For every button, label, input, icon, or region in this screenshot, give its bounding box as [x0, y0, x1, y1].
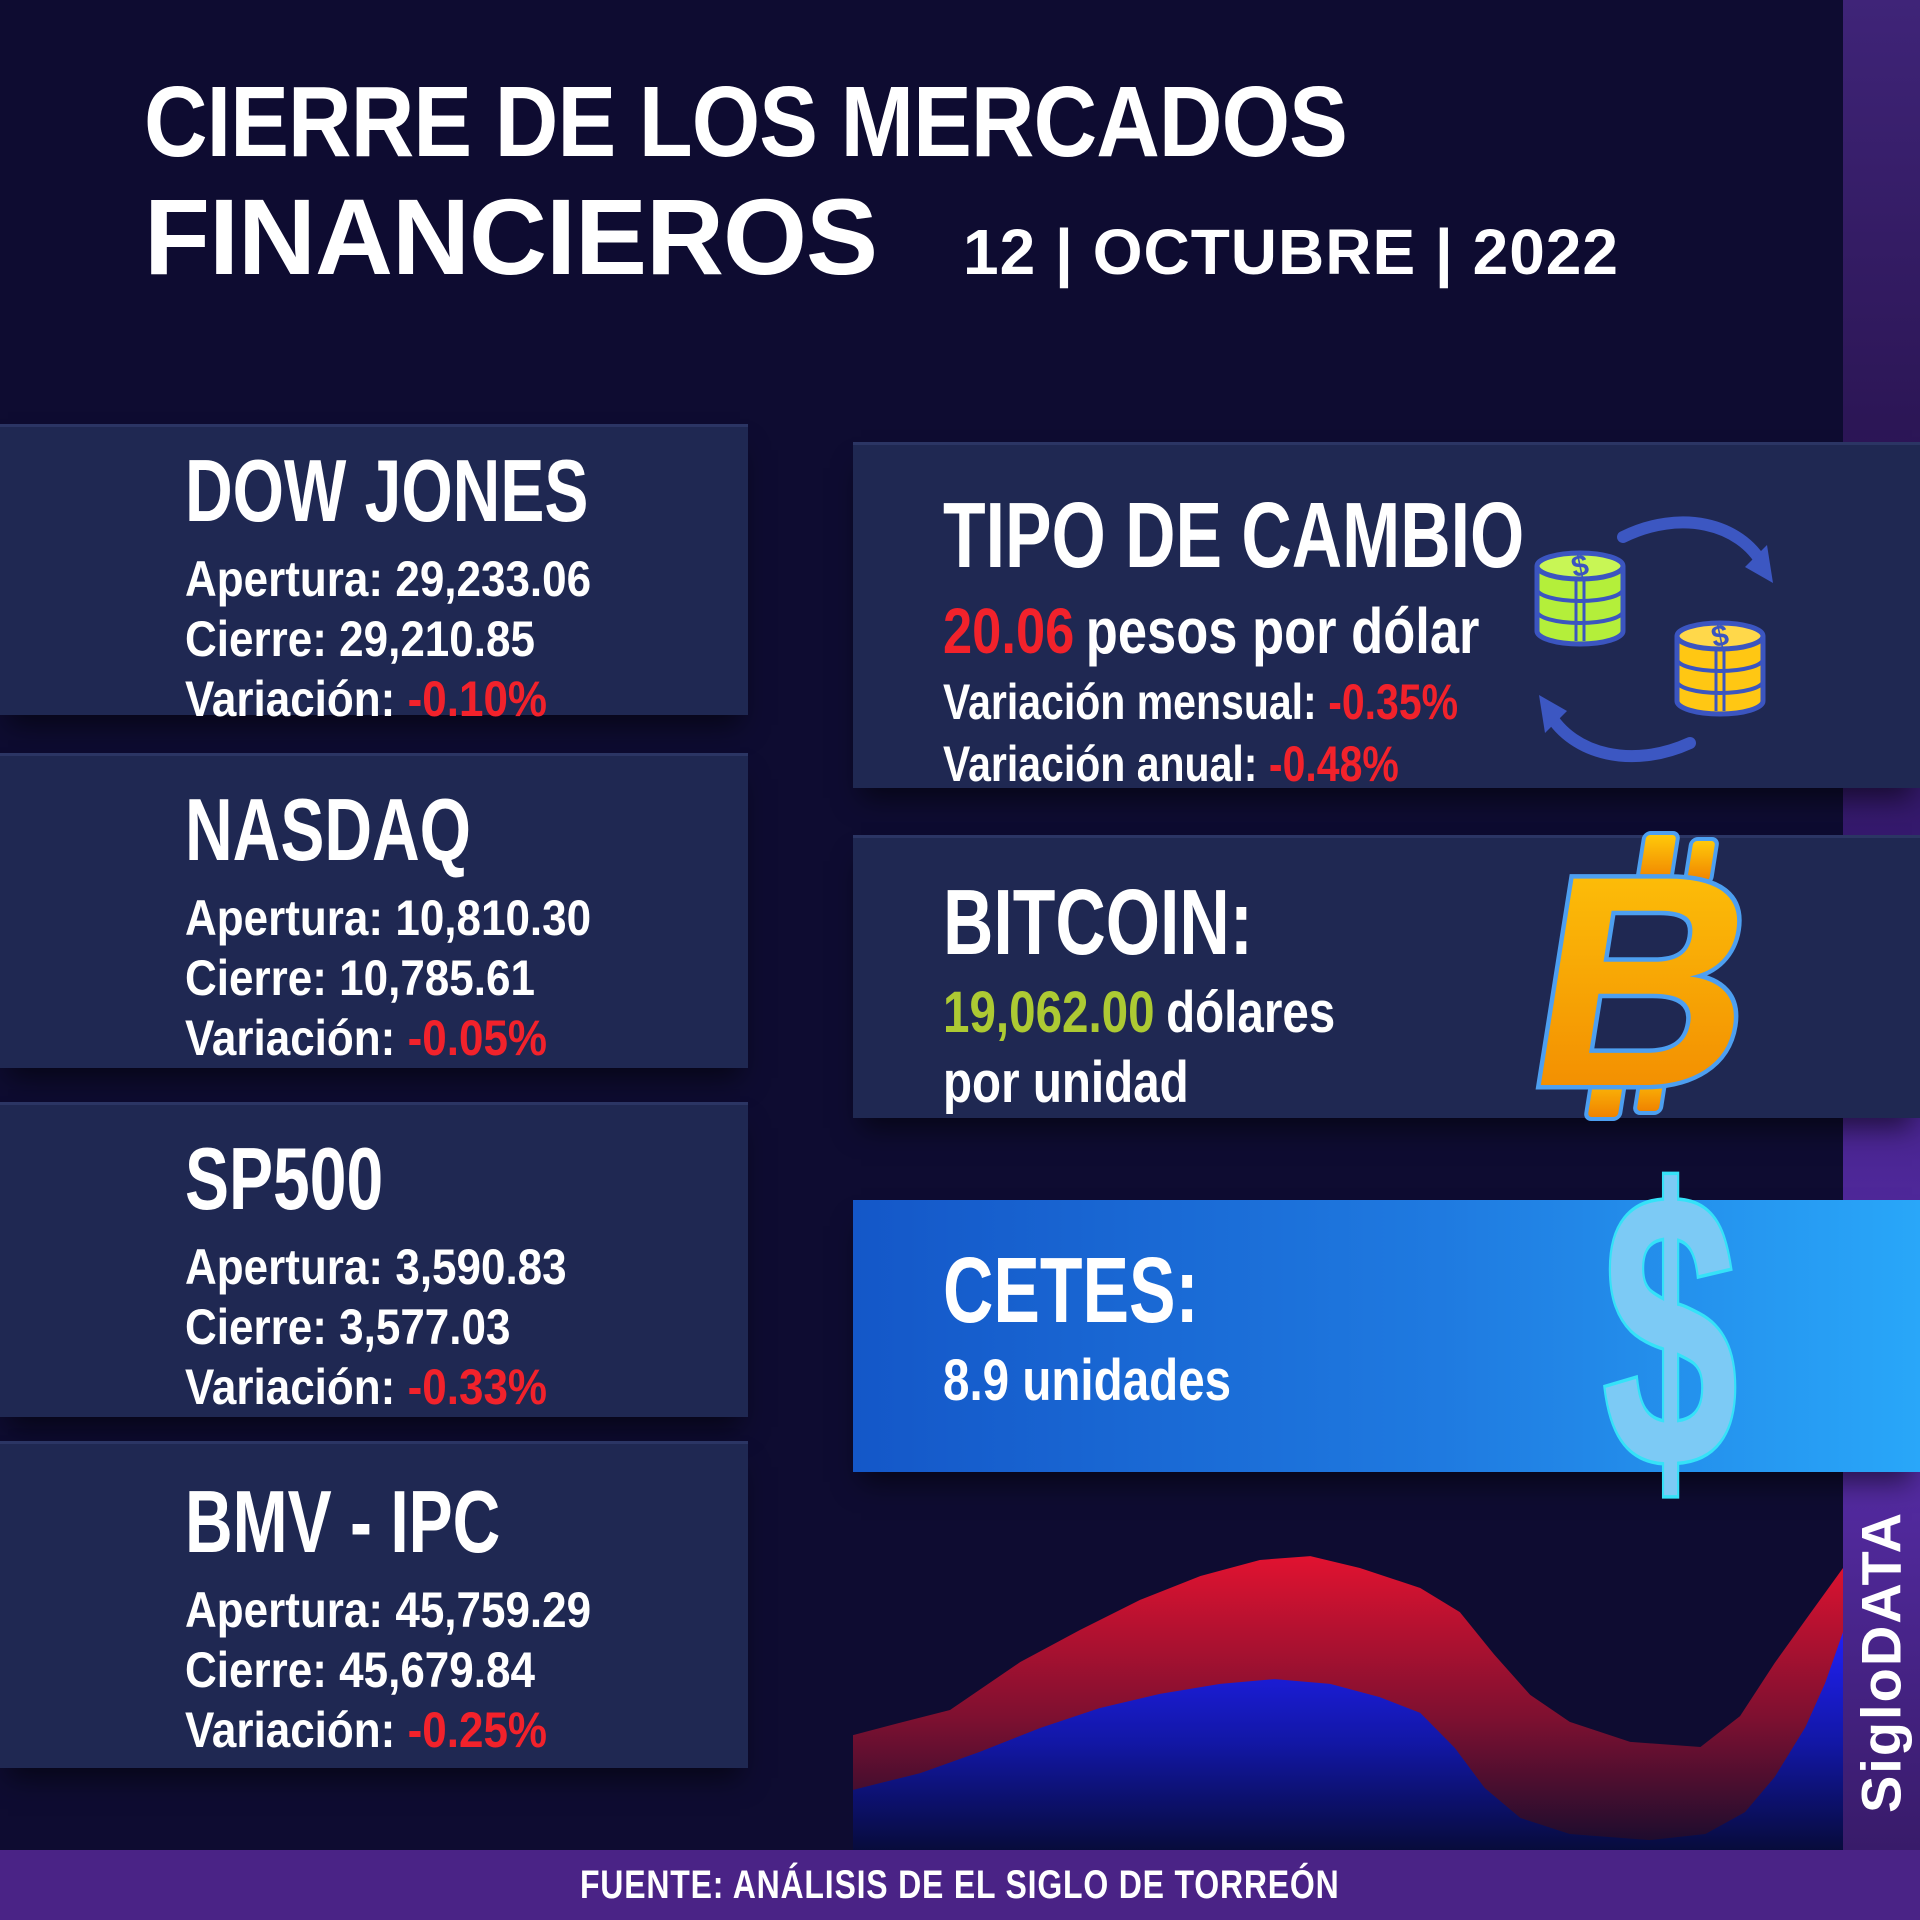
apertura-label: Apertura:: [185, 1239, 384, 1295]
variacion-row: Variación: -0.33%: [185, 1357, 748, 1417]
cierre-value: 45,679.84: [339, 1642, 535, 1698]
cierre-label: Cierre:: [185, 611, 327, 667]
market-name: SP500: [185, 1131, 748, 1227]
variacion-value: -0.25%: [407, 1702, 548, 1758]
cierre-row: Cierre: 29,210.85: [185, 609, 748, 669]
market-name-text: SP500: [185, 1129, 384, 1228]
variacion-label: Variación:: [185, 1010, 396, 1066]
brand-vertical-label: SigloDATA: [1849, 1510, 1913, 1814]
cierre-value: 3,577.03: [339, 1299, 511, 1355]
bitcoin-unit-text: por unidad: [943, 1050, 1189, 1115]
area-series-1: [853, 1632, 1843, 1852]
cetes-title-text: CETES:: [943, 1238, 1199, 1342]
apertura-row: Apertura: 29,233.06: [185, 549, 748, 609]
exchange-title: TIPO DE CAMBIO: [943, 485, 1920, 585]
exchange-rate-card: TIPO DE CAMBIO 20.06 pesos por dólar Vari…: [853, 442, 1920, 792]
variacion-label: Variación:: [185, 671, 396, 727]
variacion-label: Variación:: [185, 1359, 396, 1415]
variacion-value: -0.10%: [407, 671, 548, 727]
svg-text:$: $: [1709, 619, 1732, 655]
apertura-label: Apertura:: [185, 551, 384, 607]
cetes-value-text: 8.9 unidades: [943, 1348, 1232, 1413]
cetes-card: CETES: 8.9 unidades: [853, 1200, 1920, 1472]
bitcoin-title: BITCOIN:: [943, 872, 1920, 972]
exchange-rate-row: 20.06 pesos por dólar: [943, 591, 1920, 671]
exchange-monthly-row: Variación mensual: -0.35%: [943, 671, 1920, 733]
market-name-text: DOW JONES: [185, 441, 589, 540]
title-line-2-row: FINANCIEROS 12 | OCTUBRE | 2022: [144, 178, 1619, 296]
apertura-value: 10,810.30: [395, 890, 592, 946]
coin-stack-green: $: [1534, 549, 1626, 647]
exchange-arrow-bottom: [1543, 707, 1696, 763]
cierre-row: Cierre: 10,785.61: [185, 948, 748, 1008]
market-name: DOW JONES: [185, 443, 748, 539]
variacion-value: -0.05%: [407, 1010, 548, 1066]
apertura-label: Apertura:: [185, 890, 384, 946]
title-line-1-text: CIERRE DE LOS MERCADOS: [144, 66, 1348, 178]
variacion-value: -0.33%: [407, 1359, 548, 1415]
title-line-2: FINANCIEROS: [144, 176, 878, 297]
annual-label: Variación anual:: [943, 736, 1258, 792]
variacion-row: Variación: -0.05%: [185, 1008, 748, 1068]
cierre-row: Cierre: 45,679.84: [185, 1640, 748, 1700]
variacion-row: Variación: -0.10%: [185, 669, 748, 729]
cetes-value-row: 8.9 unidades: [943, 1346, 1920, 1416]
cierre-label: Cierre:: [185, 1299, 327, 1355]
apertura-row: Apertura: 10,810.30: [185, 888, 748, 948]
market-trend-area-chart: [853, 1556, 1843, 1852]
market-card-nasdaq: NASDAQ Apertura: 10,810.30 Cierre: 10,785.…: [0, 753, 748, 1068]
apertura-value: 45,759.29: [395, 1582, 592, 1638]
cierre-value: 10,785.61: [339, 950, 535, 1006]
footer-bar: FUENTE: ANÁLISIS DE EL SIGLO DE TORREÓN: [0, 1850, 1920, 1920]
market-card-dow-jones: DOW JONES Apertura: 29,233.06 Cierre: 29,2…: [0, 424, 748, 727]
svg-text:B: B: [1511, 814, 1781, 1149]
apertura-value: 3,590.83: [395, 1239, 567, 1295]
bitcoin-price-value: 19,062.00: [943, 980, 1155, 1045]
exchange-rate-suffix: pesos por dólar: [1085, 595, 1480, 667]
page-title: CIERRE DE LOS MERCADOS FINANCIEROS 12 | …: [144, 66, 1619, 296]
cierre-row: Cierre: 3,577.03: [185, 1297, 748, 1357]
exchange-annual-row: Variación anual: -0.48%: [943, 733, 1920, 795]
bitcoin-icon: B: [1506, 809, 1785, 1153]
bitcoin-unit-row: por unidad: [943, 1048, 1920, 1118]
apertura-row: Apertura: 45,759.29: [185, 1580, 748, 1640]
exchange-title-text: TIPO DE CAMBIO: [943, 483, 1525, 587]
exchange-arrow-top-head: [1745, 545, 1773, 583]
market-name-text: BMV - IPC: [185, 1472, 501, 1571]
apertura-label: Apertura:: [185, 1582, 384, 1638]
market-name: BMV - IPC: [185, 1474, 748, 1570]
bitcoin-title-text: BITCOIN:: [943, 870, 1253, 974]
monthly-label: Variación mensual:: [943, 674, 1317, 730]
dollar-icon: $: [1600, 1110, 1741, 1553]
market-name-text: NASDAQ: [185, 780, 472, 879]
cierre-label: Cierre:: [185, 1642, 327, 1698]
monthly-value: -0.35%: [1328, 674, 1459, 730]
coin-stack-gold: $: [1674, 619, 1766, 717]
title-line-1: CIERRE DE LOS MERCADOS: [144, 66, 1619, 178]
coin-exchange-icon: $ $: [1534, 516, 1773, 763]
date-label: 12 | OCTUBRE | 2022: [963, 216, 1619, 288]
cetes-title: CETES:: [943, 1240, 1920, 1340]
market-card-sp500: SP500 Apertura: 3,590.83 Cierre: 3,577.03 …: [0, 1102, 748, 1417]
apertura-row: Apertura: 3,590.83: [185, 1237, 748, 1297]
exchange-arrow-bottom-head: [1539, 695, 1567, 733]
bitcoin-card: BITCOIN: 19,062.00 dólares por unidad: [853, 835, 1920, 1118]
exchange-arrow-top: [1617, 516, 1769, 571]
bitcoin-price-row: 19,062.00 dólares: [943, 978, 1920, 1048]
svg-text:$: $: [1569, 549, 1592, 585]
cierre-label: Cierre:: [185, 950, 327, 1006]
source-text: FUENTE: ANÁLISIS DE EL SIGLO DE TORREÓN: [485, 1863, 1434, 1908]
market-card-bmv-ipc: BMV - IPC Apertura: 45,759.29 Cierre: 45,6…: [0, 1441, 748, 1768]
variacion-row: Variación: -0.25%: [185, 1700, 748, 1760]
annual-value: -0.48%: [1268, 736, 1399, 792]
bitcoin-price-suffix: dólares: [1166, 980, 1336, 1045]
exchange-rate-value: 20.06: [943, 595, 1075, 667]
source-text-inner: FUENTE: ANÁLISIS DE EL SIGLO DE TORREÓN: [580, 1862, 1340, 1907]
variacion-label: Variación:: [185, 1702, 396, 1758]
apertura-value: 29,233.06: [395, 551, 592, 607]
market-name: NASDAQ: [185, 782, 748, 878]
svg-text:$: $: [1602, 1113, 1737, 1551]
cierre-value: 29,210.85: [339, 611, 535, 667]
